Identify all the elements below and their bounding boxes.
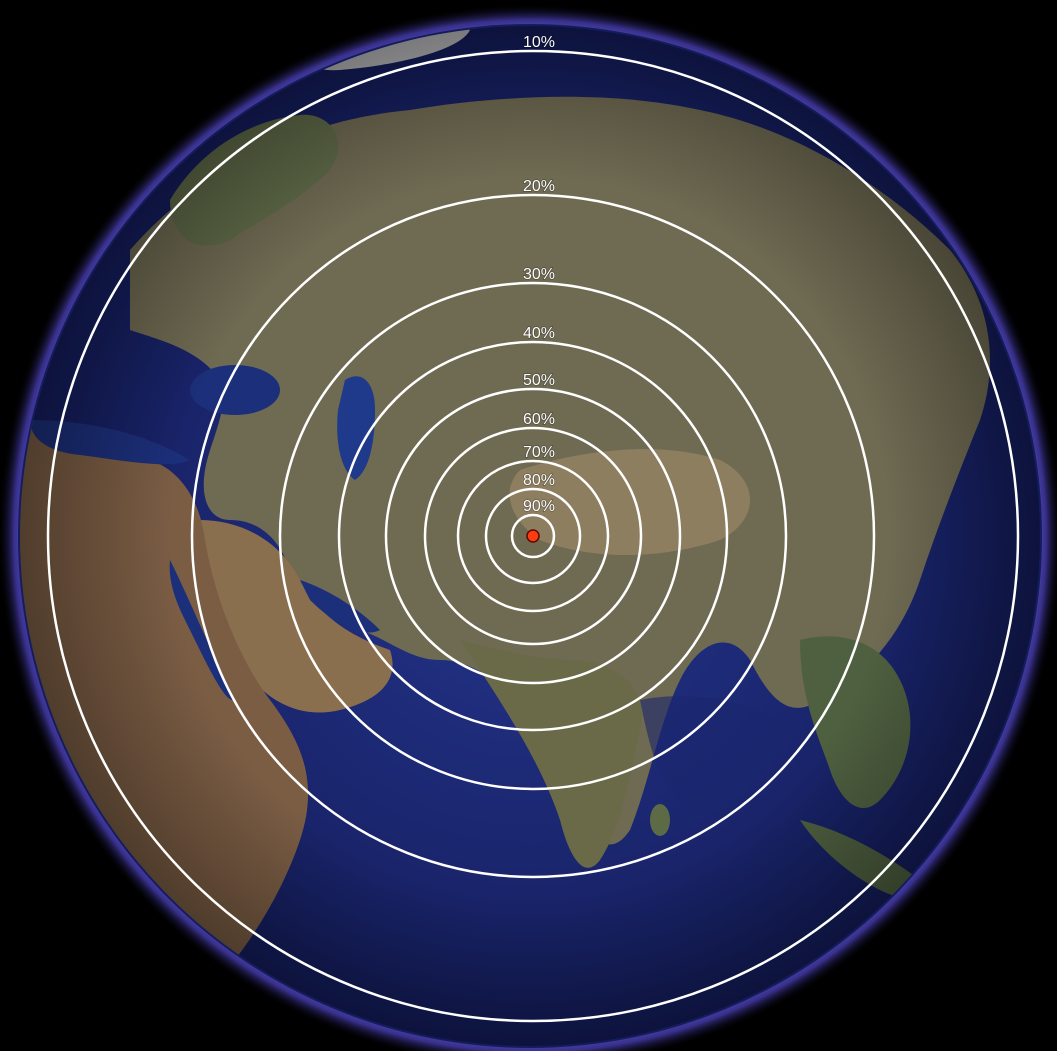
ring-90pct [510, 513, 556, 559]
ring-70pct [456, 459, 610, 613]
ring-80pct [484, 487, 582, 585]
ring-label-40pct: 40% [523, 325, 555, 342]
ring-label-60pct: 60% [523, 411, 555, 428]
ring-label-20pct: 20% [523, 178, 555, 195]
ring-20pct [190, 193, 876, 879]
ring-label-30pct: 30% [523, 266, 555, 283]
ring-label-10pct: 10% [523, 34, 555, 51]
ring-40pct [337, 340, 729, 732]
ring-10pct [46, 49, 1020, 1023]
probability-rings [46, 49, 1020, 1023]
ring-30pct [278, 281, 788, 791]
ring-label-90pct: 90% [523, 498, 555, 515]
ring-label-70pct: 70% [523, 444, 555, 461]
ring-labels: 90% 80% 70% 60% 50% 40% 30% 20% 10% [522, 33, 555, 515]
ring-50pct [384, 387, 682, 685]
center-marker[interactable] [526, 529, 540, 543]
ring-label-50pct: 50% [523, 372, 555, 389]
ring-label-80pct: 80% [523, 472, 555, 489]
ring-60pct [423, 426, 643, 646]
